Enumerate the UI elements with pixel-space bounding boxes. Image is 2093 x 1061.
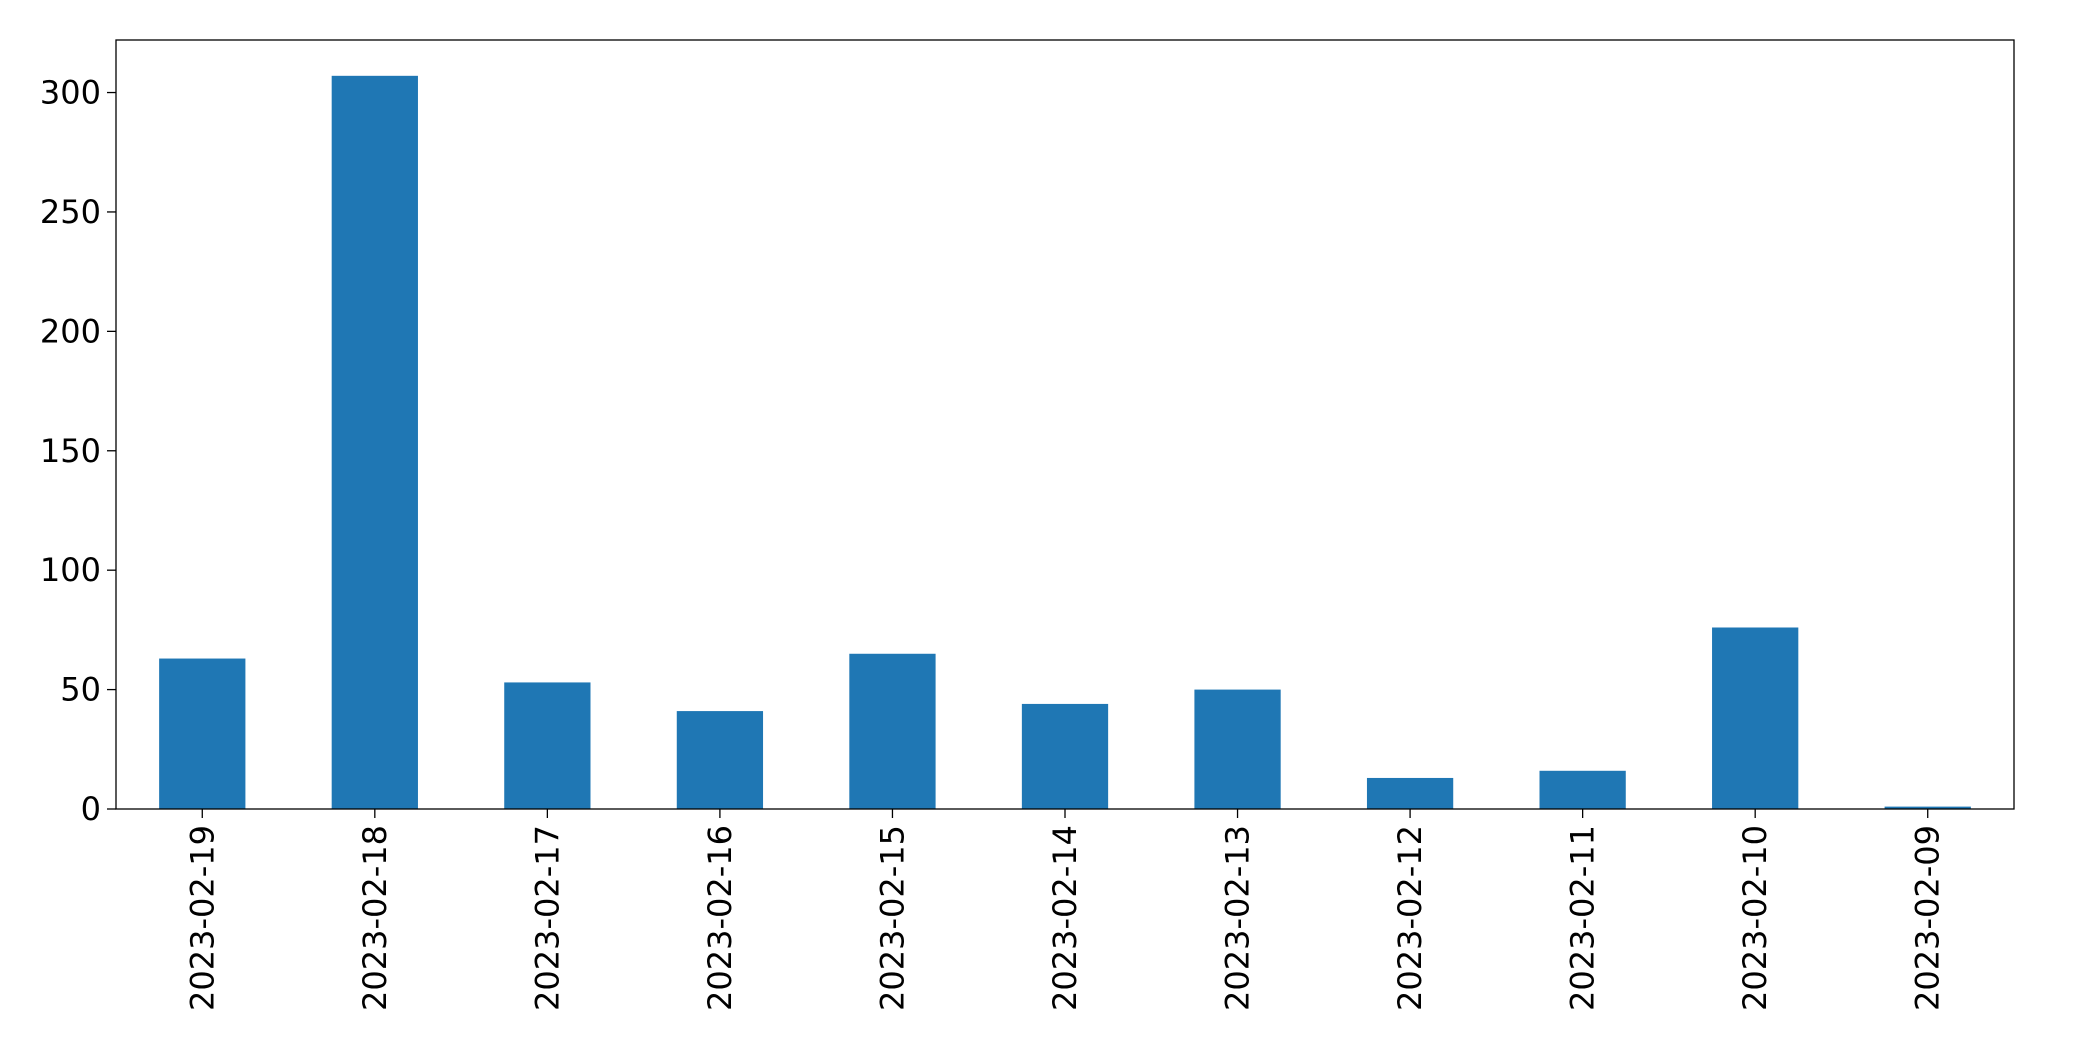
y-tick-label: 300 bbox=[40, 74, 101, 112]
bar bbox=[849, 653, 936, 809]
x-tick-label: 2023-02-15 bbox=[873, 825, 911, 1011]
y-tick-label: 50 bbox=[60, 671, 101, 709]
bar bbox=[159, 658, 246, 809]
axes-frame bbox=[115, 39, 2015, 810]
x-tick-label: 2023-02-09 bbox=[1909, 825, 1947, 1011]
x-tick-label: 2023-02-19 bbox=[183, 825, 221, 1011]
bar bbox=[1021, 703, 1109, 809]
y-tick-label: 0 bbox=[81, 790, 101, 828]
bar bbox=[1712, 627, 1799, 809]
y-tick-label: 100 bbox=[40, 551, 101, 589]
y-tick-label: 250 bbox=[40, 193, 101, 231]
bar bbox=[504, 682, 591, 809]
bar bbox=[1366, 777, 1454, 809]
x-tick-label: 2023-02-10 bbox=[1736, 825, 1774, 1011]
y-tick-label: 200 bbox=[40, 312, 101, 350]
x-tick-label: 2023-02-18 bbox=[356, 825, 394, 1011]
bar bbox=[331, 75, 418, 809]
bar bbox=[676, 711, 764, 809]
bar bbox=[1194, 689, 1281, 809]
x-tick-label: 2023-02-16 bbox=[701, 825, 739, 1011]
x-tick-label: 2023-02-14 bbox=[1046, 825, 1084, 1011]
x-tick-label: 2023-02-13 bbox=[1219, 825, 1257, 1011]
y-tick-label: 150 bbox=[40, 432, 101, 470]
x-tick-label: 2023-02-11 bbox=[1564, 825, 1602, 1011]
bar bbox=[1884, 806, 1971, 809]
x-tick-label: 2023-02-12 bbox=[1391, 825, 1429, 1011]
bar bbox=[1539, 770, 1626, 809]
x-tick-label: 2023-02-17 bbox=[528, 825, 566, 1011]
